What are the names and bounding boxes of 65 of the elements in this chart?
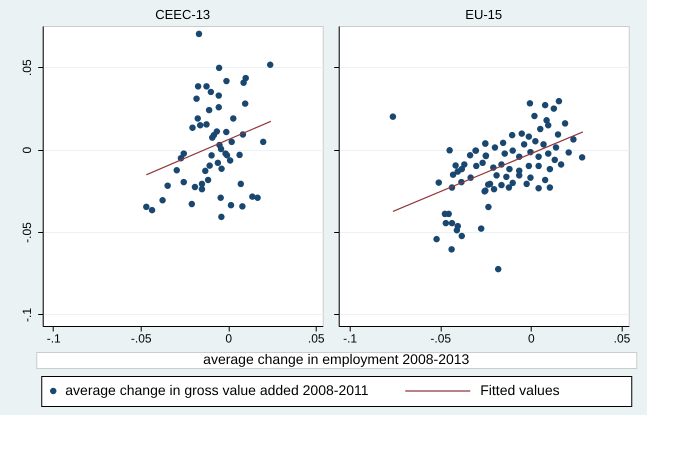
x-tick-label: .05 — [614, 332, 631, 346]
point — [242, 100, 248, 107]
point — [203, 83, 210, 90]
point — [180, 178, 187, 186]
point — [226, 157, 234, 164]
point — [206, 162, 213, 169]
point — [198, 186, 206, 192]
point — [194, 83, 202, 90]
y-tick-label: .05 — [20, 59, 34, 76]
x-tick-label: 0 — [528, 332, 535, 346]
point — [189, 124, 196, 131]
point — [223, 128, 230, 136]
point — [208, 88, 214, 96]
point — [260, 138, 266, 146]
legend-label: average change in gross value added 2008-2011 — [65, 382, 369, 398]
point — [216, 104, 222, 110]
point — [217, 194, 224, 201]
point — [148, 206, 156, 214]
point — [214, 160, 222, 166]
x-tick-label: -.1 — [343, 332, 358, 346]
point — [204, 176, 212, 184]
point — [216, 64, 222, 72]
y-tick-label: -.05 — [20, 222, 34, 243]
point — [218, 166, 225, 172]
y-tick-label: 0 — [20, 146, 34, 154]
x-tick-label: -.1 — [46, 332, 62, 346]
point — [208, 152, 215, 159]
point — [210, 132, 218, 138]
point — [180, 150, 187, 157]
point — [203, 121, 210, 128]
point — [228, 202, 234, 208]
point — [202, 168, 209, 174]
point — [143, 204, 150, 210]
point — [236, 152, 243, 158]
x-tick-label: -.05 — [430, 332, 452, 346]
point — [216, 92, 222, 99]
point — [218, 214, 225, 220]
point — [249, 193, 256, 200]
point — [188, 200, 196, 208]
point — [228, 138, 235, 146]
point — [254, 194, 261, 201]
point — [230, 115, 237, 122]
x-axis-title: average change in employment 2008-2013 — [203, 351, 470, 367]
point — [238, 180, 244, 188]
point — [194, 115, 201, 122]
x-tick-label: .05 — [308, 332, 325, 346]
point — [174, 166, 180, 174]
chart-title: CEEC-13 — [155, 7, 210, 22]
legend-label: Fitted values — [480, 382, 560, 398]
point — [164, 182, 171, 189]
point — [266, 62, 274, 68]
point — [192, 184, 198, 190]
point — [206, 106, 212, 114]
point — [196, 30, 202, 38]
point — [240, 79, 247, 86]
point — [223, 78, 230, 84]
point — [196, 122, 204, 128]
x-tick-label: -.05 — [130, 332, 152, 346]
chart-title: EU-15 — [465, 7, 502, 22]
point — [159, 196, 166, 204]
x-tick-label: 0 — [225, 332, 232, 346]
y-tick-label: -.1 — [20, 308, 34, 322]
point — [193, 95, 200, 102]
point — [239, 203, 246, 210]
point — [218, 146, 224, 152]
